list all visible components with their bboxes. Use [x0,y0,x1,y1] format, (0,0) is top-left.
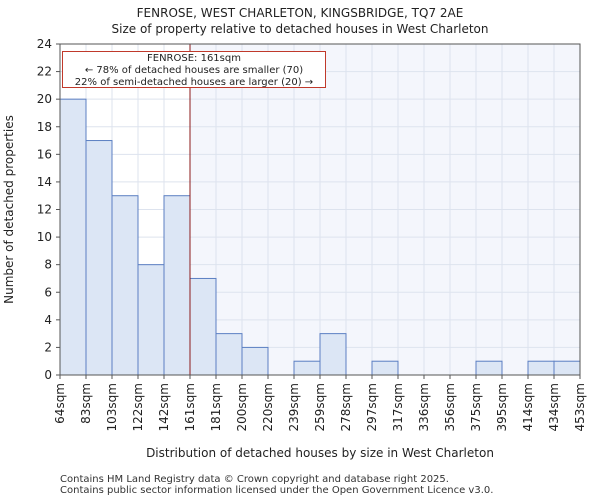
x-tick-label: 336sqm [417,383,431,431]
y-axis-title: Number of detached properties [2,115,16,304]
x-tick-label: 317sqm [391,383,405,431]
x-axis-title: Distribution of detached houses by size … [146,446,494,460]
x-tick-label: 278sqm [339,383,353,431]
x-tick-label: 239sqm [287,383,301,431]
footer-line-2: Contains public sector information licen… [60,485,494,496]
y-tick-label: 12 [37,203,52,217]
bar-434sqm [553,360,581,376]
annotation-line-2: ← 78% of detached houses are smaller (70… [84,65,304,76]
y-tick-label: 14 [37,175,52,189]
x-tick-label: 200sqm [235,383,249,431]
y-tick-label: 10 [37,230,52,244]
bar-161sqm [189,277,217,376]
x-tick-label: 64sqm [53,383,67,424]
bar-297sqm [371,360,399,376]
bar-142sqm [163,195,191,376]
bar-122sqm [137,264,165,376]
x-tick-label: 220sqm [261,383,275,431]
x-tick-label: 161sqm [183,383,197,431]
annotation-line-1: FENROSE: 161sqm [147,53,241,64]
bar-83sqm [85,140,113,376]
bar-103sqm [111,195,139,376]
y-tick-label: 6 [44,285,52,299]
bar-200sqm [241,346,269,376]
bar-181sqm [215,333,243,376]
bar-375sqm [475,360,503,376]
x-tick-label: 356sqm [443,383,457,431]
x-tick-label: 103sqm [105,383,119,431]
property-annotation-box: FENROSE: 161sqm ← 78% of detached houses… [62,51,326,88]
x-tick-label: 142sqm [157,383,171,431]
y-tick-label: 0 [44,368,52,382]
chart-title-line1: FENROSE, WEST CHARLETON, KINGSBRIDGE, TQ… [136,6,464,20]
y-tick-label: 22 [37,65,52,79]
x-tick-label: 453sqm [573,383,587,431]
x-tick-label: 181sqm [209,383,223,431]
x-tick-label: 434sqm [547,383,561,431]
y-tick-label: 2 [44,340,52,354]
y-tick-label: 20 [37,92,52,106]
x-tick-label: 297sqm [365,383,379,431]
x-tick-label: 83sqm [79,383,93,424]
y-tick-label: 4 [44,313,52,327]
x-tick-label: 375sqm [469,383,483,431]
bar-414sqm [527,360,555,376]
annotation-line-3: 22% of semi-detached houses are larger (… [74,77,314,88]
x-tick-label: 122sqm [131,383,145,431]
y-tick-label: 16 [37,147,52,161]
bar-239sqm [293,360,321,376]
y-tick-label: 18 [37,120,52,134]
bar-64sqm [59,98,87,376]
chart-title-line2: Size of property relative to detached ho… [111,22,489,36]
bar-259sqm [319,333,347,376]
footer-line-1: Contains HM Land Registry data © Crown c… [60,474,449,485]
x-tick-label: 395sqm [495,383,509,431]
x-tick-label: 414sqm [521,383,535,431]
x-tick-label: 259sqm [313,383,327,431]
y-tick-label: 8 [44,258,52,272]
y-tick-label: 24 [37,37,52,51]
